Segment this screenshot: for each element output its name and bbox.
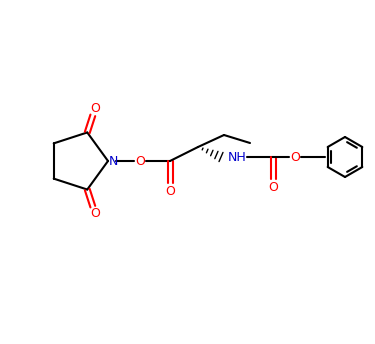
Text: O: O	[90, 102, 100, 115]
Text: O: O	[290, 151, 300, 163]
Text: NH: NH	[228, 151, 246, 163]
Text: O: O	[135, 154, 145, 168]
Text: O: O	[165, 184, 175, 197]
Text: O: O	[90, 207, 100, 220]
Text: N: N	[108, 154, 118, 168]
Text: O: O	[268, 181, 278, 194]
